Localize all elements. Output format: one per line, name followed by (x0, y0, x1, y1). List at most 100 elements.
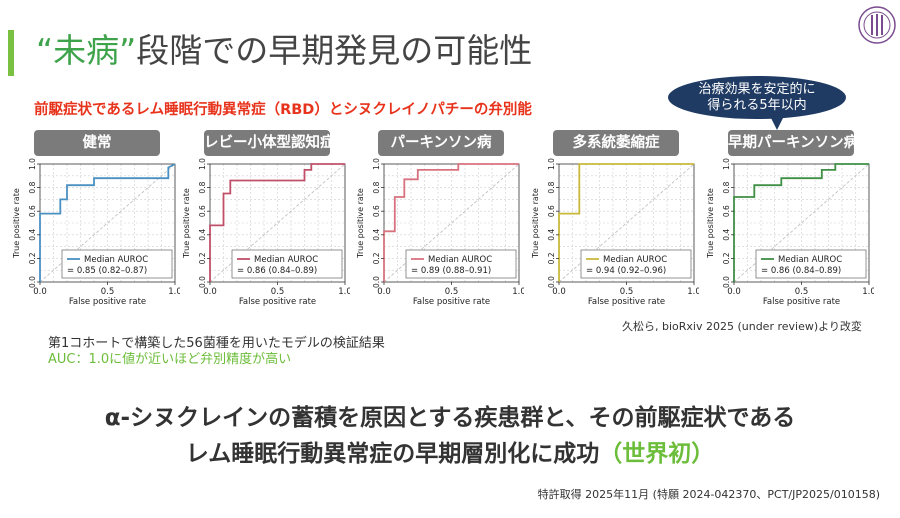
roc-curve (209, 163, 345, 282)
y-tick-label: 0.0 (722, 276, 731, 288)
roc-curve (558, 163, 694, 282)
y-tick-label: 0.6 (198, 205, 207, 217)
legend-title: Median AUROC (428, 255, 492, 265)
slide-title: “未病”段階での早期発見の可能性 (36, 24, 532, 72)
title-accent-bar (8, 30, 14, 76)
legend-auroc-value: = 0.94 (0.92–0.96) (586, 266, 666, 276)
legend-auroc-value: = 0.86 (0.84–0.89) (761, 266, 841, 276)
y-tick-label: 0.8 (198, 181, 207, 193)
legend-auroc-value: = 0.86 (0.84–0.89) (237, 266, 317, 276)
legend-box (405, 249, 517, 279)
y-axis-label: True positive rate (12, 188, 21, 259)
y-tick-label: 1.0 (372, 158, 381, 170)
y-tick-label: 0.8 (372, 181, 381, 193)
x-tick-label: 0.0 (377, 287, 391, 297)
validation-note: 第1コホートで構築した56菌種を用いたモデルの検証結果 (48, 336, 385, 351)
y-tick-label: 0.6 (547, 205, 556, 217)
y-tick-label: 1.0 (547, 158, 556, 170)
callout-line-2: 得られる5年以内 (707, 97, 807, 113)
x-axis-label: False positive rate (763, 297, 840, 307)
x-tick-label: 1.0 (862, 287, 874, 297)
x-tick-label: 0.5 (445, 287, 459, 297)
y-tick-label: 0.4 (28, 229, 37, 241)
y-tick-label: 0.4 (198, 229, 207, 241)
y-axis-label: True positive rate (531, 188, 540, 259)
x-tick-label: 0.0 (552, 287, 566, 297)
university-seal-logo (858, 6, 896, 44)
roc-plot-healthy: 0.0 0.5 1.0 0.0 0.2 0.4 0.6 0.8 1.0 False positiv… (12, 158, 180, 307)
x-axis-label: False positive rate (239, 297, 316, 307)
roc-plot-pd: 0.0 0.5 1.0 0.0 0.2 0.4 0.6 0.8 1.0 False positiv… (356, 158, 524, 307)
y-tick-label: 0.2 (547, 252, 556, 264)
callout-bubble: 治療効果を安定的に 得られる5年以内 (668, 76, 846, 119)
conclusion-line-2: レム睡眠行動異常症の早期層別化に成功（世界初） (0, 434, 900, 468)
title-main-text: 段階での早期発見の可能性 (136, 31, 533, 70)
x-tick-label: 0.5 (620, 287, 634, 297)
y-tick-label: 0.6 (722, 205, 731, 217)
legend-box (61, 249, 173, 279)
conclusion-line-1: α-シヌクレインの蓄積を原因とする疾患群と、その前駆症状である (104, 405, 796, 431)
legend-title: Median AUROC (778, 255, 842, 265)
y-tick-label: 0.0 (28, 276, 37, 288)
roc-curve (383, 163, 519, 282)
y-tick-label: 0.0 (372, 276, 381, 288)
y-tick-label: 0.6 (28, 205, 37, 217)
subtitle: 前駆症状であるレム睡眠行動異常症（RBD）とシヌクレイノパチーの弁別能 (34, 102, 532, 118)
patent-note: 特許取得 2025年11月 (特願 2024-042370、PCT/JP2025… (537, 488, 880, 501)
legend-auroc-value: = 0.89 (0.88–0.91) (411, 266, 491, 276)
x-tick-label: 0.0 (33, 287, 47, 297)
roc-plot-early-pd: 0.0 0.5 1.0 0.0 0.2 0.4 0.6 0.8 1.0 False positiv… (706, 158, 874, 307)
y-axis-label: True positive rate (356, 188, 365, 259)
panel-label-healthy: 健常 (34, 130, 160, 156)
x-tick-label: 0.5 (101, 287, 115, 297)
x-tick-label: 0.0 (727, 287, 741, 297)
panel-label-pd: パーキンソン病 (378, 130, 504, 156)
y-axis-label: True positive rate (182, 188, 191, 259)
x-tick-label: 0.5 (795, 287, 809, 297)
y-tick-label: 0.2 (28, 252, 37, 264)
callout-line-1: 治療効果を安定的に (698, 81, 816, 97)
y-tick-label: 0.4 (372, 229, 381, 241)
y-tick-label: 0.6 (372, 205, 381, 217)
roc-plot-dlb: 0.0 0.5 1.0 0.0 0.2 0.4 0.6 0.8 1.0 False positiv… (182, 158, 350, 307)
x-axis-label: False positive rate (69, 297, 146, 307)
y-tick-label: 0.2 (722, 252, 731, 264)
x-tick-label: 0.0 (203, 287, 217, 297)
y-tick-label: 0.0 (198, 276, 207, 288)
y-tick-label: 0.2 (372, 252, 381, 264)
x-tick-label: 1.0 (687, 287, 699, 297)
roc-curve (733, 163, 869, 282)
y-tick-label: 0.4 (547, 229, 556, 241)
legend-title: Median AUROC (603, 255, 667, 265)
roc-plot-msa: 0.0 0.5 1.0 0.0 0.2 0.4 0.6 0.8 1.0 False positiv… (531, 158, 699, 307)
auc-note: AUC：1.0に値が近いほど弁別精度が高い (48, 352, 292, 367)
y-tick-label: 0.8 (28, 181, 37, 193)
legend-box (755, 249, 867, 279)
y-tick-label: 0.0 (547, 276, 556, 288)
legend-auroc-value: = 0.85 (0.82–0.87) (67, 266, 147, 276)
x-tick-label: 1.0 (168, 287, 180, 297)
roc-curve (39, 163, 176, 282)
title-accent-text: “未病” (36, 31, 137, 70)
panel-label-msa: 多系統萎縮症 (553, 130, 679, 156)
y-tick-label: 0.2 (198, 252, 207, 264)
world-first-highlight: （世界初） (599, 441, 715, 467)
callout-tail (770, 116, 784, 130)
legend-title: Median AUROC (84, 255, 148, 265)
y-tick-label: 1.0 (198, 158, 207, 170)
legend-title: Median AUROC (254, 255, 318, 265)
y-tick-label: 0.8 (547, 181, 556, 193)
x-tick-label: 1.0 (338, 287, 350, 297)
panel-label-early-pd: 早期パーキンソン病 (728, 130, 858, 156)
citation: 久松ら, bioRxiv 2025 (under review)より改変 (622, 320, 862, 333)
legend-box (231, 249, 343, 279)
y-tick-label: 0.8 (722, 181, 731, 193)
y-tick-label: 1.0 (28, 158, 37, 170)
panel-label-dlb: レビー小体型認知症 (204, 130, 335, 156)
conclusion-line-2-main: レム睡眠行動異常症の早期層別化に成功 (185, 441, 600, 467)
y-tick-label: 1.0 (722, 158, 731, 170)
legend-box (580, 249, 692, 279)
y-tick-label: 0.4 (722, 229, 731, 241)
x-axis-label: False positive rate (588, 297, 665, 307)
x-tick-label: 1.0 (512, 287, 524, 297)
